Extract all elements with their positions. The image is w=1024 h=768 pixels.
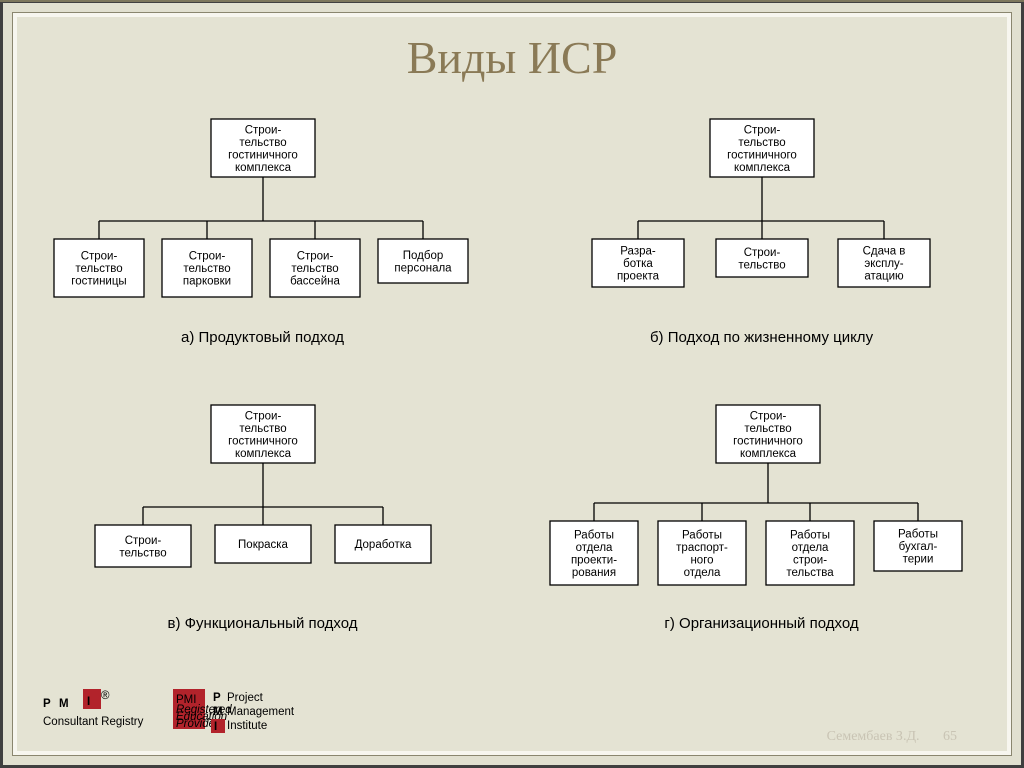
svg-text:P: P [43, 698, 51, 710]
tree-2: Строи-тельствогостиничногокомплексаСтрои… [13, 399, 512, 675]
tree-svg-2: Строи-тельствогостиничногокомплексаСтрои… [33, 399, 493, 609]
svg-text:Строи-: Строи- [743, 124, 780, 136]
svg-text:Строи-: Строи- [296, 251, 333, 263]
svg-text:тельства: тельства [786, 567, 834, 579]
svg-text:Строи-: Строи- [244, 124, 281, 136]
svg-text:персонала: персонала [394, 262, 452, 274]
svg-text:Строи-: Строи- [244, 410, 281, 422]
svg-text:Строи-: Строи- [743, 247, 780, 259]
svg-text:тельство: тельство [291, 263, 338, 275]
svg-text:гостиничного: гостиничного [228, 149, 298, 161]
svg-text:Institute: Institute [227, 720, 267, 732]
svg-text:гостиничного: гостиничного [228, 435, 298, 447]
tree-caption-1: б) Подход по жизненному циклу [650, 329, 873, 346]
svg-text:гостиничного: гостиничного [733, 435, 803, 447]
svg-text:отдела: отдела [575, 542, 612, 554]
svg-text:I: I [87, 696, 90, 708]
svg-text:тельство: тельство [744, 423, 791, 435]
svg-text:ного: ного [690, 554, 713, 566]
tree-svg-1: Строи-тельствогостиничногокомплексаРазра… [532, 113, 992, 323]
svg-text:Project: Project [227, 692, 264, 704]
svg-text:эксплу-: эксплу- [864, 258, 903, 270]
svg-text:Покраска: Покраска [238, 539, 289, 551]
svg-text:комплекса: комплекса [733, 162, 790, 174]
page-number: 65 [943, 729, 957, 744]
tree-caption-0: а) Продуктовый подход [181, 329, 344, 346]
svg-text:Строи-: Строи- [188, 251, 225, 263]
tree-3: Строи-тельствогостиничногокомплекса Работ… [512, 399, 1011, 675]
svg-text:I: I [214, 721, 217, 733]
top-decor-band [0, 0, 1024, 2]
svg-text:Consultant Registry: Consultant Registry [43, 716, 144, 728]
svg-text:тельство: тельство [119, 547, 166, 559]
footer: P M I ® Consultant Registry PMI Register… [43, 685, 981, 745]
svg-text:комплекса: комплекса [234, 162, 291, 174]
svg-text:траспорт-: траспорт- [676, 542, 728, 554]
svg-text:Доработка: Доработка [354, 539, 411, 551]
svg-text:терии: терии [902, 554, 933, 566]
svg-text:гостиницы: гостиницы [71, 276, 126, 288]
svg-text:Строи-: Строи- [80, 251, 117, 263]
svg-text:комплекса: комплекса [234, 448, 291, 460]
svg-text:комплекса: комплекса [739, 448, 796, 460]
tree-caption-3: г) Организационный подход [664, 615, 858, 632]
author-name: Семембаев З.Д. [827, 729, 920, 744]
tree-svg-3: Строи-тельствогостиничногокомплекса Работ… [532, 399, 992, 609]
svg-text:тельство: тельство [183, 263, 230, 275]
svg-text:®: ® [101, 690, 110, 702]
slide-title: Виды ИСР [13, 31, 1011, 84]
svg-text:Management: Management [227, 706, 295, 718]
svg-text:Подбор: Подбор [402, 250, 443, 262]
svg-text:Строи-: Строи- [749, 410, 786, 422]
svg-text:тельство: тельство [239, 137, 286, 149]
svg-text:Работы: Работы [574, 529, 614, 541]
tree-svg-0: Строи-тельствогостиничногокомплексаСтрои… [33, 113, 493, 323]
svg-text:атацию: атацию [864, 271, 904, 283]
tree-grid: Строи-тельствогостиничногокомплексаСтрои… [13, 113, 1011, 675]
svg-text:проекта: проекта [616, 271, 659, 283]
svg-text:бухгал-: бухгал- [898, 541, 937, 553]
svg-text:тельство: тельство [738, 137, 785, 149]
svg-text:Строи-: Строи- [124, 535, 161, 547]
svg-text:отдела: отдела [791, 542, 828, 554]
svg-text:гостиничного: гостиничного [727, 149, 797, 161]
svg-text:P: P [213, 692, 221, 704]
svg-text:Работы: Работы [898, 529, 938, 541]
svg-text:M: M [213, 706, 223, 718]
tree-0: Строи-тельствогостиничногокомплексаСтрои… [13, 113, 512, 389]
svg-text:Разра-: Разра- [620, 246, 656, 258]
svg-text:строи-: строи- [792, 554, 826, 566]
svg-text:Сдача в: Сдача в [862, 246, 905, 258]
svg-text:M: M [59, 698, 69, 710]
pmi-logos: P M I ® Consultant Registry PMI Register… [43, 685, 303, 745]
slide-inner: Виды ИСР Строи-тельствогостиничногокомпл… [12, 12, 1012, 756]
svg-text:рования: рования [571, 567, 615, 579]
svg-text:Работы: Работы [790, 529, 830, 541]
tree-caption-2: в) Функциональный подход [168, 615, 358, 632]
svg-text:тельство: тельство [239, 423, 286, 435]
svg-text:ботка: ботка [623, 258, 653, 270]
slide-frame: Виды ИСР Строи-тельствогостиничногокомпл… [0, 0, 1024, 768]
svg-text:парковки: парковки [182, 276, 230, 288]
svg-text:Работы: Работы [682, 529, 722, 541]
svg-text:тельство: тельство [738, 259, 785, 271]
svg-text:бассейна: бассейна [290, 276, 340, 288]
tree-1: Строи-тельствогостиничногокомплексаРазра… [512, 113, 1011, 389]
svg-text:проекти-: проекти- [570, 554, 616, 566]
footer-author-page: Семембаев З.Д. 65 [827, 729, 957, 745]
svg-text:тельство: тельство [75, 263, 122, 275]
svg-text:отдела: отдела [683, 567, 720, 579]
